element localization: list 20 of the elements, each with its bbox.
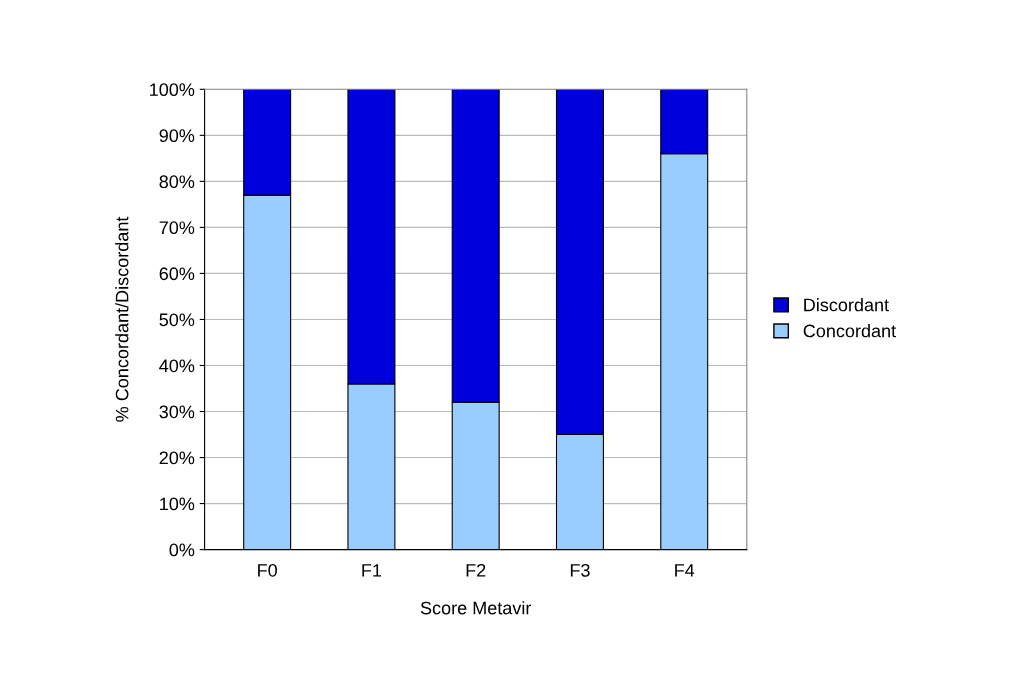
y-axis-title: % Concordant/Discordant	[115, 216, 129, 422]
y-tick-label: 0%	[169, 543, 195, 557]
y-tick-label: 20%	[159, 451, 195, 465]
x-tick-label: F2	[466, 563, 486, 577]
y-tick-label: 50%	[159, 313, 195, 327]
y-tick-label: 30%	[159, 405, 195, 419]
x-tick-label: F3	[570, 563, 590, 577]
y-tick-label: 70%	[159, 221, 195, 235]
y-tick-label: 90%	[159, 129, 195, 143]
y-tick-label: 10%	[160, 497, 195, 511]
x-tick-label: F0	[258, 563, 277, 577]
y-tick-label: 80%	[159, 175, 195, 189]
legend-label: Concordant	[803, 324, 896, 338]
y-tick-label: 40%	[159, 359, 195, 373]
legend-label: Discordant	[804, 298, 889, 312]
y-tick-label: 100%	[150, 83, 195, 97]
x-axis-title: Score Metavir	[420, 601, 532, 615]
y-tick-label: 60%	[159, 267, 195, 281]
x-tick-label: F1	[362, 564, 382, 577]
x-tick-label: F4	[675, 564, 695, 577]
